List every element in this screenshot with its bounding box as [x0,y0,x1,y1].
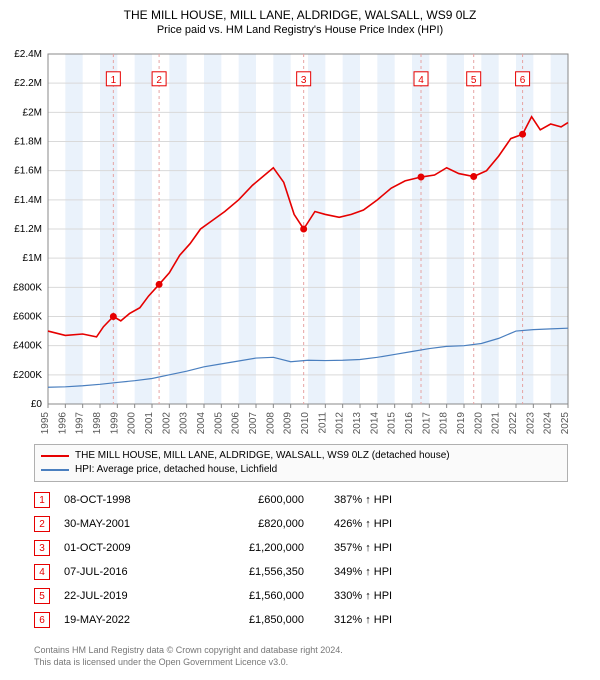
sale-marker-icon: 6 [34,612,50,628]
svg-text:£2.4M: £2.4M [14,49,42,60]
svg-text:2013: 2013 [352,412,363,435]
footer-line: This data is licensed under the Open Gov… [34,656,343,668]
svg-text:2012: 2012 [335,412,346,435]
svg-text:2019: 2019 [456,412,467,435]
svg-text:1998: 1998 [92,412,103,435]
sale-hpi: 426% ↑ HPI [334,518,444,530]
svg-text:5: 5 [471,75,477,86]
sale-price: £1,560,000 [184,590,334,602]
legend-item: HPI: Average price, detached house, Lich… [41,463,561,477]
footer-attribution: Contains HM Land Registry data © Crown c… [34,644,343,668]
svg-text:2005: 2005 [213,412,224,435]
svg-text:1995: 1995 [40,412,51,435]
svg-text:2006: 2006 [231,412,242,435]
svg-text:1: 1 [111,75,117,86]
svg-text:1997: 1997 [75,412,86,435]
table-row: 3 01-OCT-2009£1,200,000357% ↑ HPI [34,536,444,560]
table-row: 6 19-MAY-2022£1,850,000312% ↑ HPI [34,608,444,632]
sale-date: 30-MAY-2001 [64,518,184,530]
sale-marker-icon: 3 [34,540,50,556]
svg-text:2010: 2010 [300,412,311,435]
svg-text:2024: 2024 [543,412,554,435]
sale-date: 22-JUL-2019 [64,590,184,602]
svg-text:2018: 2018 [439,412,450,435]
svg-text:2021: 2021 [491,412,502,435]
svg-text:2025: 2025 [560,412,571,435]
price-chart: £0 £200K £400K £600K £800K £1M £1.2M £1.4M £1.6M… [0,0,600,440]
sale-marker-icon: 4 [34,564,50,580]
sale-marker-icon: 5 [34,588,50,604]
legend-label: HPI: Average price, detached house, Lich… [75,463,277,477]
svg-text:2001: 2001 [144,412,155,435]
svg-text:2009: 2009 [283,412,294,435]
sale-price: £1,556,350 [184,566,334,578]
svg-text:1999: 1999 [109,412,120,435]
table-row: 4 07-JUL-2016£1,556,350349% ↑ HPI [34,560,444,584]
sale-hpi: 330% ↑ HPI [334,590,444,602]
sale-date: 01-OCT-2009 [64,542,184,554]
svg-text:£1.4M: £1.4M [14,195,42,206]
svg-text:2016: 2016 [404,412,415,435]
svg-text:4: 4 [418,75,424,86]
svg-text:2017: 2017 [421,412,432,435]
sale-hpi: 387% ↑ HPI [334,494,444,506]
legend-label: THE MILL HOUSE, MILL LANE, ALDRIDGE, WAL… [75,449,450,463]
svg-text:£800K: £800K [13,282,42,293]
sales-table: 1 08-OCT-1998£600,000387% ↑ HPI 2 30-MAY-20… [34,488,444,632]
svg-text:2003: 2003 [179,412,190,435]
sale-marker-icon: 1 [34,492,50,508]
svg-text:£1.6M: £1.6M [14,166,42,177]
legend: THE MILL HOUSE, MILL LANE, ALDRIDGE, WAL… [34,444,568,482]
svg-text:£2.2M: £2.2M [14,78,42,89]
svg-text:2011: 2011 [317,412,328,434]
svg-text:£1M: £1M [23,253,42,264]
sale-price: £820,000 [184,518,334,530]
legend-swatch [41,469,69,471]
svg-text:2008: 2008 [265,412,276,435]
sale-date: 08-OCT-1998 [64,494,184,506]
sale-date: 19-MAY-2022 [64,614,184,626]
sale-price: £1,200,000 [184,542,334,554]
footer-line: Contains HM Land Registry data © Crown c… [34,644,343,656]
svg-text:2004: 2004 [196,412,207,435]
table-row: 1 08-OCT-1998£600,000387% ↑ HPI [34,488,444,512]
svg-text:6: 6 [520,75,526,86]
svg-text:2020: 2020 [473,412,484,435]
legend-item: THE MILL HOUSE, MILL LANE, ALDRIDGE, WAL… [41,449,561,463]
sale-hpi: 357% ↑ HPI [334,542,444,554]
sale-hpi: 312% ↑ HPI [334,614,444,626]
svg-text:3: 3 [301,75,307,86]
svg-text:2022: 2022 [508,412,519,435]
svg-text:2015: 2015 [387,412,398,435]
svg-text:£400K: £400K [13,341,42,352]
svg-text:£0: £0 [31,399,43,410]
svg-text:£1.2M: £1.2M [14,224,42,235]
svg-text:£200K: £200K [13,370,42,381]
svg-text:2014: 2014 [369,412,380,435]
svg-text:2000: 2000 [127,412,138,435]
svg-text:1996: 1996 [57,412,68,435]
svg-text:£2M: £2M [23,107,42,118]
table-row: 2 30-MAY-2001£820,000426% ↑ HPI [34,512,444,536]
legend-swatch [41,455,69,457]
svg-text:2007: 2007 [248,412,259,435]
svg-text:2: 2 [156,75,162,86]
svg-text:2023: 2023 [525,412,536,435]
table-row: 5 22-JUL-2019£1,560,000330% ↑ HPI [34,584,444,608]
svg-text:2002: 2002 [161,412,172,435]
svg-text:£1.8M: £1.8M [14,137,42,148]
sale-marker-icon: 2 [34,516,50,532]
sale-date: 07-JUL-2016 [64,566,184,578]
sale-price: £1,850,000 [184,614,334,626]
sale-price: £600,000 [184,494,334,506]
sale-hpi: 349% ↑ HPI [334,566,444,578]
svg-text:£600K: £600K [13,312,42,323]
